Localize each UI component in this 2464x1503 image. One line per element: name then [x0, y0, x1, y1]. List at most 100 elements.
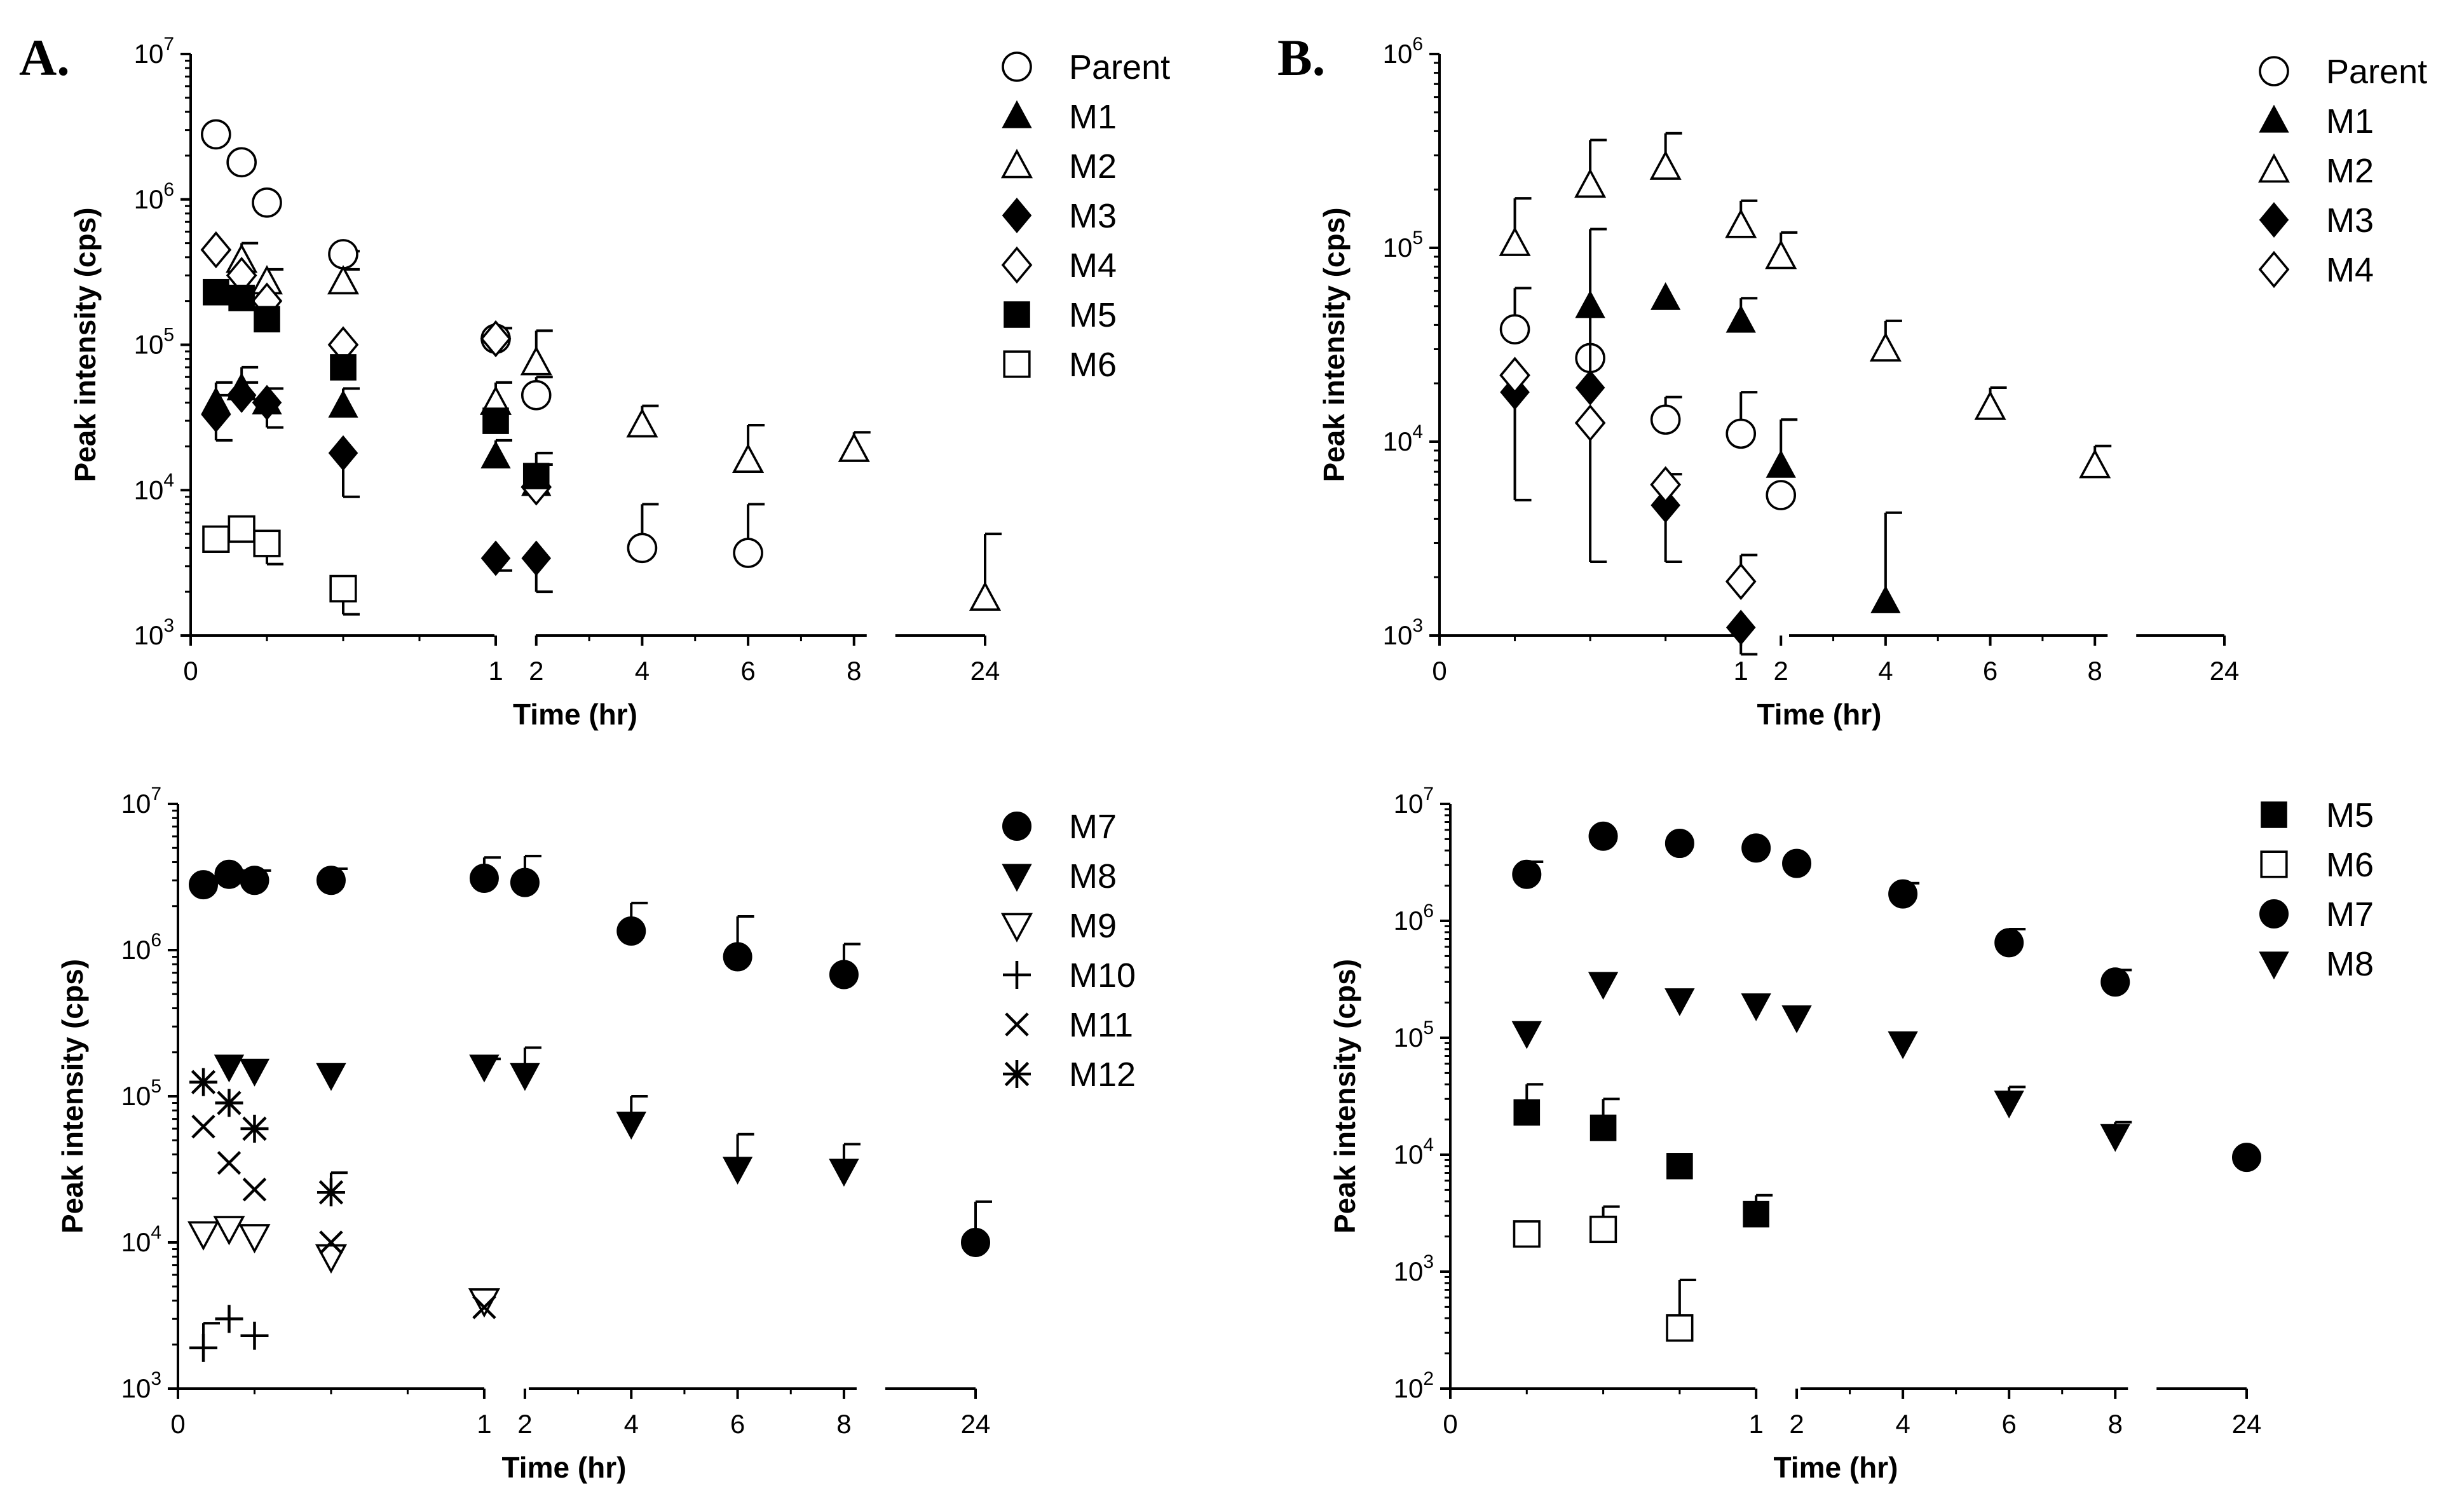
marker-M5-2: [1666, 1153, 1693, 1180]
marker-M8-0: [1511, 1021, 1542, 1049]
marker-M1-4: [480, 440, 511, 469]
marker-legend-M4: [2258, 250, 2290, 289]
y-tick-label: 103: [1383, 615, 1423, 650]
marker-M8-6: [1994, 1091, 2024, 1119]
series-M12: [189, 1068, 348, 1207]
chart-b-bottom: 102 103 104 105 106 107 Peak intensity (cps) 0 1…: [1328, 784, 2374, 1484]
y-tick-exponent: 5: [163, 325, 174, 346]
y-tick-label: 104: [1383, 421, 1423, 456]
y-tick-exponent: 3: [151, 1368, 161, 1389]
x-tick-label: 2: [1789, 1409, 1804, 1439]
x-axis-title: Time (hr): [1774, 1451, 1898, 1484]
marker-legend-Parent: [1002, 51, 1032, 82]
legend-label-M1: M1: [1069, 98, 1117, 136]
y-tick-label: 103: [134, 615, 174, 650]
marker-Parent-7: [733, 538, 763, 568]
marker-Parent-3: [1725, 418, 1757, 449]
y-tick-exponent: 7: [151, 784, 161, 805]
panel-label-b: B.: [1277, 29, 1325, 86]
series-M8: [1511, 972, 2132, 1152]
x-tick-label: 6: [740, 656, 755, 686]
x-tick-label: 2: [517, 1409, 532, 1439]
y-tick-label: 105: [134, 325, 174, 360]
marker-M4-4: [480, 320, 512, 358]
marker-legend-M8: [2259, 951, 2289, 980]
marker-M11-0: [191, 1114, 215, 1139]
marker-legend-M6: [2260, 850, 2288, 878]
x-tick-label: 4: [624, 1409, 639, 1439]
marker-M3-2: [1651, 487, 1680, 523]
marker-M1-3: [1766, 449, 1796, 478]
x-axis-title: Time (hr): [502, 1451, 627, 1484]
marker-legend-M7: [2259, 899, 2289, 928]
y-tick-label: 107: [121, 784, 161, 819]
marker-M8-1: [239, 1058, 270, 1087]
legend-label-M5: M5: [2326, 796, 2374, 834]
x-tick-label: 24: [970, 656, 1000, 686]
x-tick-label: 8: [2108, 1409, 2123, 1439]
legend-label-M7: M7: [2326, 895, 2374, 934]
marker-M9-3: [315, 1244, 347, 1274]
marker-Parent-3: [328, 239, 358, 269]
marker-M7-3: [316, 866, 346, 895]
series-M9: [187, 1216, 500, 1318]
marker-M8-5: [616, 1112, 646, 1140]
x-tick-label: 6: [2002, 1409, 2017, 1439]
series-M2: [226, 241, 1002, 611]
marker-M3-3: [1725, 609, 1756, 646]
marker-M12-0: [189, 1068, 217, 1096]
marker-M6-2: [253, 529, 281, 557]
legend-label-M2: M2: [2326, 152, 2374, 190]
marker-M8-1: [1588, 972, 1619, 1000]
series-M7: [1512, 821, 2261, 1173]
marker-M2-8: [969, 581, 1002, 611]
marker-Parent-2: [252, 187, 282, 218]
marker-M7-4: [469, 863, 499, 893]
series-M11: [191, 1114, 496, 1319]
legend-label-M3: M3: [2326, 201, 2374, 240]
y-tick-exponent: 7: [163, 34, 174, 55]
marker-M7-3: [1741, 833, 1771, 863]
x-tick-label: 8: [2088, 656, 2102, 686]
legend-label-M7: M7: [1069, 808, 1117, 846]
marker-M2-5: [1869, 332, 1902, 362]
marker-M7-6: [616, 916, 646, 946]
marker-M4-0: [200, 231, 232, 269]
y-tick-label: 102: [1394, 1368, 1434, 1403]
y-tick-exponent: 4: [151, 1222, 161, 1243]
marker-M3-5: [521, 540, 552, 576]
marker-M5-3: [330, 354, 357, 381]
legend: M5 M6 M7 M8: [2259, 796, 2374, 983]
marker-legend-M1: [1002, 100, 1032, 128]
marker-M7-7: [723, 942, 752, 972]
marker-M9-0: [187, 1221, 220, 1251]
y-tick-exponent: 6: [163, 179, 174, 200]
marker-M10-0: [189, 1333, 217, 1362]
marker-M3-1: [226, 377, 257, 413]
legend-label-M10: M10: [1069, 956, 1136, 995]
legend-label-Parent: Parent: [2326, 53, 2427, 91]
x-tick-label: 4: [1895, 1409, 1910, 1439]
marker-M7-8: [829, 960, 859, 990]
y-tick-label: 106: [121, 930, 161, 965]
marker-M8-0: [214, 1054, 245, 1083]
marker-M8-3: [469, 1054, 500, 1083]
marker-M2-1: [1574, 168, 1607, 198]
marker-M8-2: [316, 1063, 346, 1091]
marker-M7-6: [1994, 928, 2024, 958]
marker-Parent-4: [1766, 480, 1797, 510]
legend-label-M4: M4: [1069, 247, 1117, 285]
marker-M4-1: [1574, 404, 1606, 442]
marker-M7-0: [188, 870, 218, 900]
marker-M1-2: [1725, 304, 1756, 333]
y-tick-label: 104: [134, 470, 174, 505]
marker-legend-M5: [1004, 301, 1030, 328]
y-tick-label: 105: [1394, 1017, 1434, 1052]
y-tick-exponent: 4: [163, 470, 174, 491]
marker-Parent-0: [1499, 314, 1530, 344]
legend-label-M9: M9: [1069, 907, 1117, 945]
marker-legend-M5: [2261, 801, 2287, 828]
